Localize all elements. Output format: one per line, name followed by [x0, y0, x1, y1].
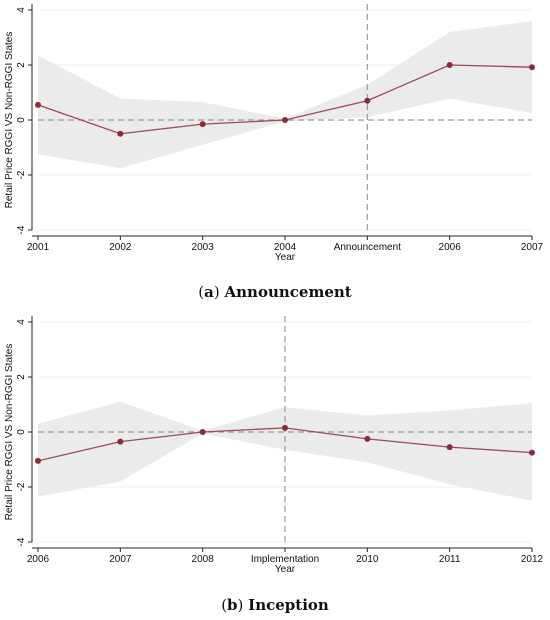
data-point	[529, 64, 535, 71]
data-point	[364, 435, 371, 442]
chart-inception: -4 -2 0 2 4 2006 2007 2008 Implementation 2010 201…	[4, 316, 544, 575]
confidence-band	[38, 401, 532, 501]
x-tick-label: 2006	[439, 242, 462, 253]
data-point	[117, 438, 124, 445]
x-tick-label: 2004	[274, 242, 297, 253]
y-tick-label: -2	[16, 482, 27, 491]
chart-panel-announcement: -4 -2 0 2 4 2001 2002 2003 2004 Announcement 2006 2…	[0, 0, 550, 270]
y-tick-label: 2	[16, 374, 27, 380]
y-tick-label: 4	[16, 319, 27, 325]
y-tick-label: -4	[16, 225, 27, 234]
x-tick-label: 2003	[192, 242, 215, 253]
x-tick-label: Announcement	[334, 242, 401, 253]
data-point	[446, 62, 453, 68]
x-tick-label: 2006	[27, 554, 50, 565]
y-axis-label: Retail Price RGGI VS Non-RGGI States	[4, 32, 15, 209]
data-point	[199, 429, 206, 435]
y-tick-label: 2	[16, 62, 27, 68]
confidence-band	[38, 21, 532, 169]
caption-letter: b	[227, 596, 238, 614]
data-point	[529, 449, 535, 456]
data-point	[446, 444, 453, 451]
y-tick-label: 0	[16, 117, 27, 123]
x-tick-label: 2010	[356, 554, 379, 565]
x-tick-label: Implementation	[251, 554, 319, 565]
caption-inception: (b) Inception	[221, 596, 329, 614]
x-tick-label: 2008	[192, 554, 215, 565]
chart-announcement: -4 -2 0 2 4 2001 2002 2003 2004 Announcement 2006 2…	[4, 4, 544, 263]
data-point	[282, 117, 288, 123]
y-axis-label: Retail Price RGGI VS Non-RGGI States	[4, 344, 15, 521]
caption-letter: a	[204, 283, 214, 301]
data-point	[117, 130, 124, 137]
x-tick-label: 2007	[109, 554, 132, 565]
data-point	[282, 424, 288, 431]
data-point	[364, 97, 371, 104]
caption-text: Announcement	[224, 283, 352, 301]
chart-panel-inception: -4 -2 0 2 4 2006 2007 2008 Implementation 2010 201…	[0, 312, 550, 582]
y-tick-label: 4	[16, 7, 27, 13]
caption-announcement: (a) Announcement	[198, 283, 352, 301]
x-tick-label: 2001	[27, 242, 50, 253]
x-tick-label: 2011	[439, 554, 461, 565]
data-point	[199, 121, 206, 128]
x-axis-label: Year	[275, 564, 296, 575]
y-tick-label: -2	[16, 170, 27, 179]
x-tick-label: 2007	[521, 242, 544, 253]
caption-text: Inception	[248, 596, 329, 614]
x-tick-label: 2002	[109, 242, 132, 253]
data-point	[35, 101, 41, 108]
x-tick-label: 2012	[521, 554, 544, 565]
y-tick-label: 0	[16, 429, 27, 435]
data-point	[35, 457, 41, 464]
y-tick-label: -4	[16, 537, 27, 546]
x-axis-label: Year	[275, 252, 296, 263]
